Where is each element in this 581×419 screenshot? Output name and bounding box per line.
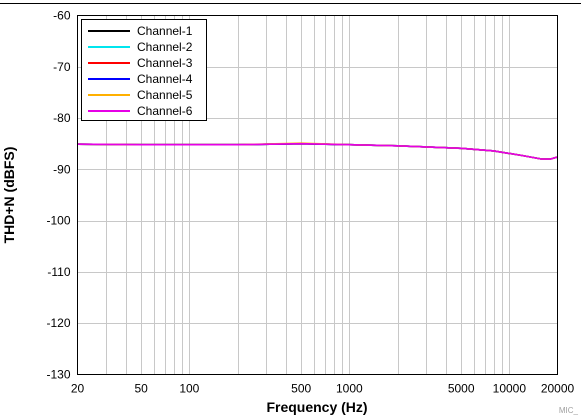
legend-label: Channel-6 — [137, 104, 193, 118]
y-tick-label: -60 — [53, 9, 71, 23]
x-tick-label: 1000 — [336, 382, 363, 396]
x-tick-label: 20000 — [541, 382, 575, 396]
y-axis-title: THD+N (dBFS) — [1, 147, 17, 244]
legend-label: Channel-3 — [137, 56, 193, 70]
x-tick-label: 500 — [291, 382, 311, 396]
y-axis-ticks: -130 -120 -110 -100 -90 -80 -70 -60 — [46, 9, 70, 382]
legend: Channel-1 Channel-2 Channel-3 Channel-4 Chan… — [81, 19, 207, 121]
plot-frame — [77, 15, 558, 375]
legend-box — [81, 19, 207, 121]
y-tick-label: -100 — [46, 214, 70, 228]
y-tick-label: -120 — [46, 316, 70, 330]
legend-label: Channel-5 — [137, 88, 193, 102]
x-tick-label: 20 — [71, 382, 85, 396]
legend-label: Channel-1 — [137, 24, 193, 38]
series-lines — [77, 142, 558, 160]
y-tick-label: -130 — [46, 368, 70, 382]
footnote-label: MIC_ — [559, 406, 579, 415]
x-axis-ticks: 20 50 100 500 1000 5000 10000 20000 — [71, 382, 575, 396]
legend-label: Channel-2 — [137, 40, 193, 54]
x-tick-label: 10000 — [493, 382, 527, 396]
x-tick-label: 5000 — [448, 382, 475, 396]
legend-label: Channel-4 — [137, 72, 193, 86]
y-tick-label: -90 — [53, 162, 71, 176]
x-tick-label: 100 — [179, 382, 199, 396]
x-tick-label: 50 — [134, 382, 148, 396]
y-tick-label: -70 — [53, 60, 71, 74]
y-tick-label: -110 — [47, 265, 70, 279]
y-tick-label: -80 — [53, 111, 71, 125]
series-line-channel-6 — [77, 142, 558, 160]
x-axis-title: Frequency (Hz) — [266, 399, 367, 415]
